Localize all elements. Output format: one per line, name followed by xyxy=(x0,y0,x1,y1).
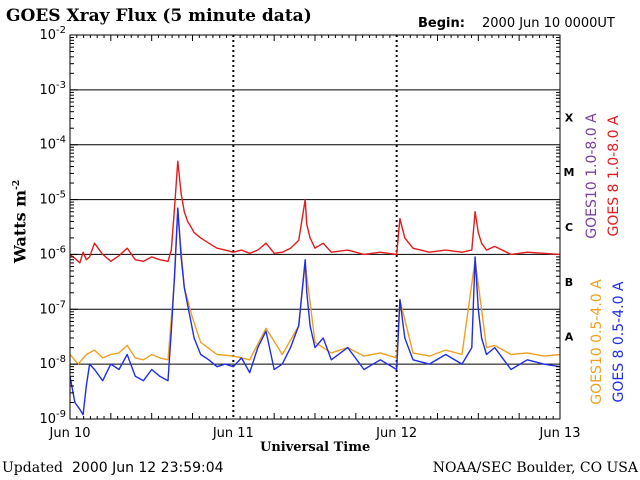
x-tick-label: Jun 13 xyxy=(539,426,581,441)
flare-class-label: X xyxy=(565,111,574,124)
x-tick-label: Jun 11 xyxy=(212,426,254,441)
y-tick-label: 10-2 xyxy=(39,25,66,43)
y-tick-label: 10-5 xyxy=(39,190,66,208)
y-tick-label: 10-3 xyxy=(39,80,66,98)
x-tick-label: Jun 10 xyxy=(49,426,91,441)
grid-layer xyxy=(70,35,560,419)
y-tick-label: 10-8 xyxy=(39,354,66,372)
updated-value: 2000 Jun 12 23:59:04 xyxy=(72,460,224,476)
flare-class-label: B xyxy=(565,276,573,289)
begin-value: 2000 Jun 10 0000UT xyxy=(482,16,615,31)
x-tick-label: Jun 12 xyxy=(375,426,417,441)
y-axis-label: Watts m-2 xyxy=(11,180,30,264)
flare-class-label: A xyxy=(565,331,574,344)
series-layer xyxy=(69,160,561,416)
y-tick-label: 10-7 xyxy=(39,299,66,317)
y-axis-label-text: Watts m xyxy=(10,189,30,264)
credit-text: NOAA/SEC Boulder, CO USA xyxy=(432,460,638,476)
x-axis-label: Universal Time xyxy=(260,440,371,455)
updated-label: Updated xyxy=(2,460,63,476)
legend-goes10-long: GOES10 1.0-8.0 A xyxy=(584,113,600,239)
y-ticks: 10-9 10-8 10-7 10-6 10-5 10-4 10-3 10-2 xyxy=(39,25,560,427)
flare-class-labels: A B C M X xyxy=(564,111,575,343)
flare-class-label: C xyxy=(565,221,573,234)
series-line-goes-8-0-5-4-0-a xyxy=(69,207,561,416)
legend-goes8-long: GOES 8 1.0-8.0 A xyxy=(606,115,622,237)
plot-frame xyxy=(69,34,561,420)
flare-class-label: M xyxy=(564,166,575,179)
y-tick-label: 10-6 xyxy=(39,244,66,262)
begin-label: Begin: xyxy=(418,16,465,31)
x-ticks: Jun 10 Jun 11 Jun 12 Jun 13 xyxy=(49,35,581,441)
y-axis-label-exponent: -2 xyxy=(12,179,23,190)
series-line-goes10-0-5-4-0-a xyxy=(69,210,561,365)
chart-title: GOES Xray Flux (5 minute data) xyxy=(6,6,312,26)
legend-goes10-short: GOES10 0.5-4.0 A xyxy=(589,279,605,405)
y-tick-label: 10-9 xyxy=(39,409,66,427)
series-line-goes-8-1-0-8-0-a xyxy=(69,160,561,264)
y-tick-label: 10-4 xyxy=(39,135,66,153)
legend-goes8-short: GOES 8 0.5-4.0 A xyxy=(611,281,627,403)
